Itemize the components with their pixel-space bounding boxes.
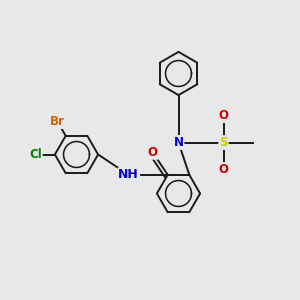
Text: O: O [148,146,158,159]
Text: S: S [219,136,228,149]
Text: O: O [218,163,229,176]
Text: Cl: Cl [29,148,42,161]
Text: O: O [218,109,229,122]
Text: N: N [173,136,184,149]
Text: NH: NH [118,168,139,181]
Text: Br: Br [50,115,65,128]
